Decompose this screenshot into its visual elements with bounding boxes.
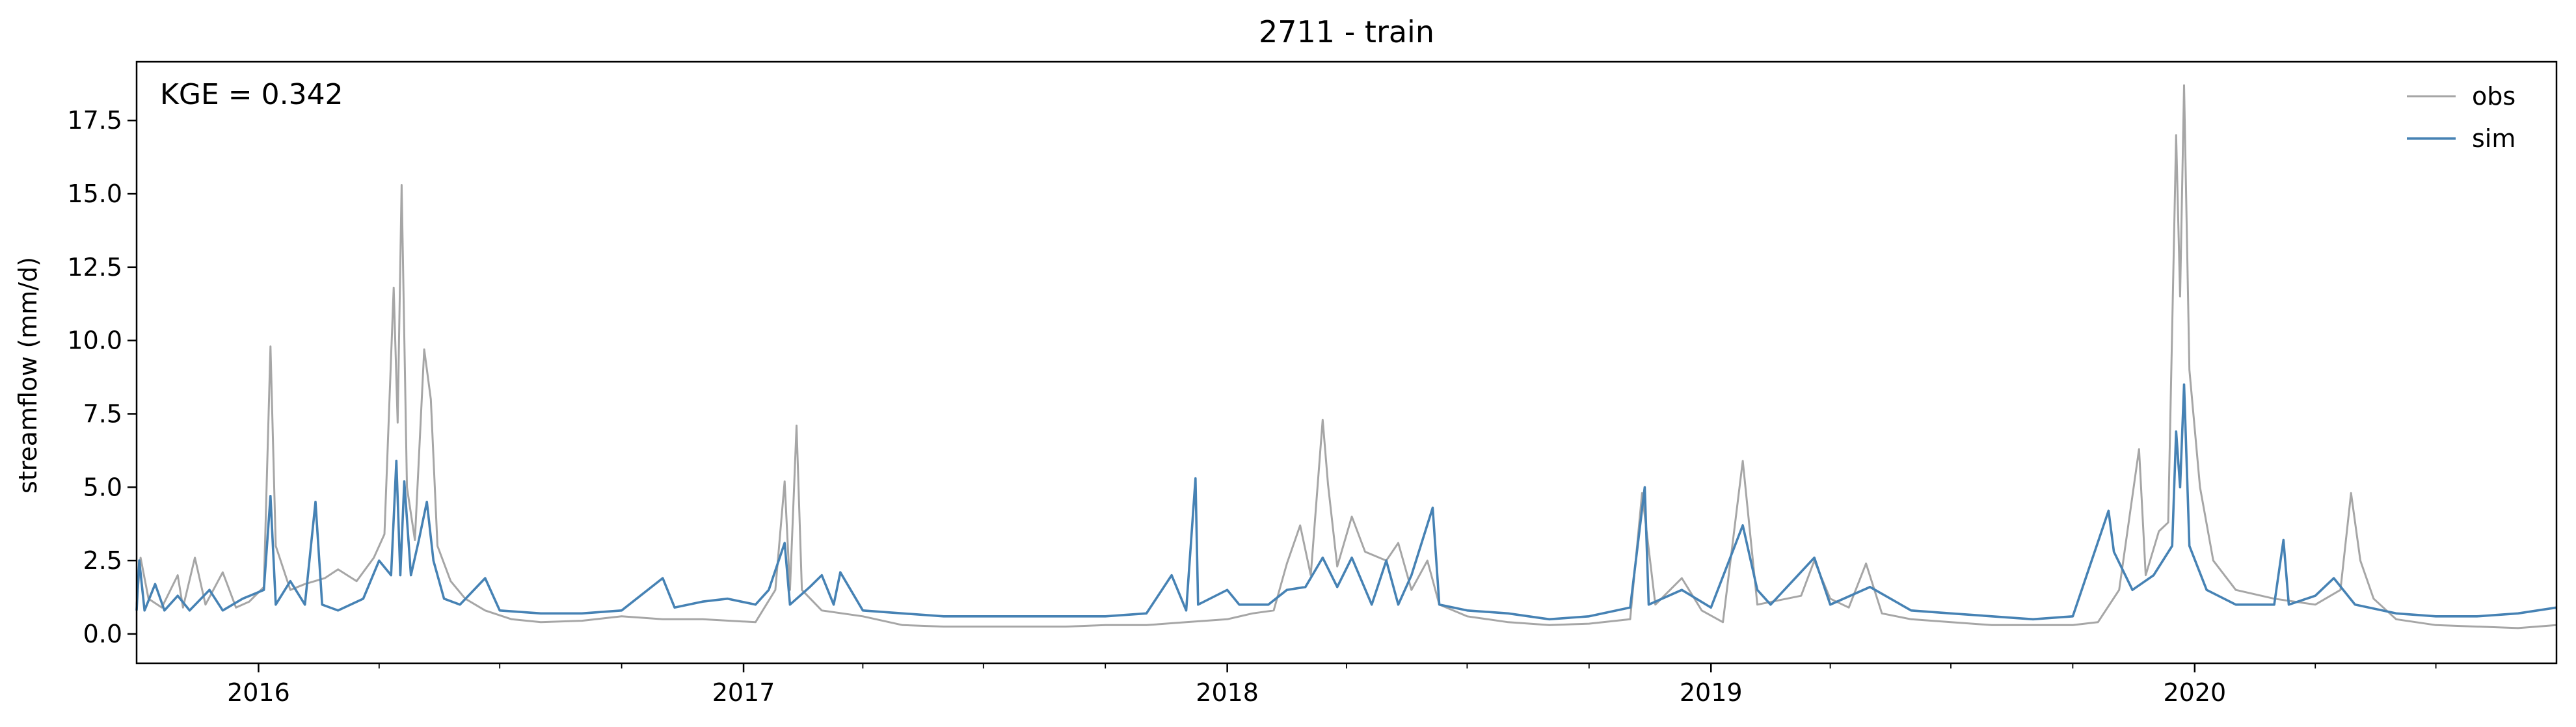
y-axis-ticks: 0.0 2.5 5.0 7.5 10.0 12.5 15.0 17.5: [67, 106, 137, 648]
y-tick-label: 12.5: [67, 253, 122, 282]
y-tick-label: 15.0: [67, 179, 122, 208]
kge-annotation: KGE = 0.342: [160, 78, 343, 111]
x-tick-label: 2019: [1680, 678, 1743, 707]
series-line-sim: [135, 383, 2557, 621]
x-axis-ticks: 2016 2017 2018 2019 2020: [227, 663, 2226, 707]
x-tick-label: 2017: [712, 678, 775, 707]
y-tick-label: 7.5: [83, 399, 122, 428]
legend-label-obs: obs: [2472, 82, 2516, 111]
x-tick-label: 2018: [1196, 678, 1259, 707]
legend-label-sim: sim: [2472, 124, 2516, 153]
y-tick-label: 17.5: [67, 106, 122, 135]
y-tick-label: 2.5: [83, 546, 122, 575]
x-tick-label: 2016: [227, 678, 290, 707]
y-tick-label: 5.0: [83, 473, 122, 501]
y-tick-label: 10.0: [67, 326, 122, 355]
chart-title: 2711 - train: [1259, 14, 1434, 49]
y-tick-label: 0.0: [83, 620, 122, 648]
plot-frame: [135, 60, 2558, 665]
y-axis-label: streamflow (mm/d): [14, 257, 42, 494]
series-layer: [135, 84, 2557, 629]
x-axis-minor-ticks: [378, 663, 2437, 668]
legend: obs sim: [2407, 82, 2516, 153]
series-line-obs: [135, 84, 2557, 629]
x-tick-label: 2020: [2163, 678, 2226, 707]
